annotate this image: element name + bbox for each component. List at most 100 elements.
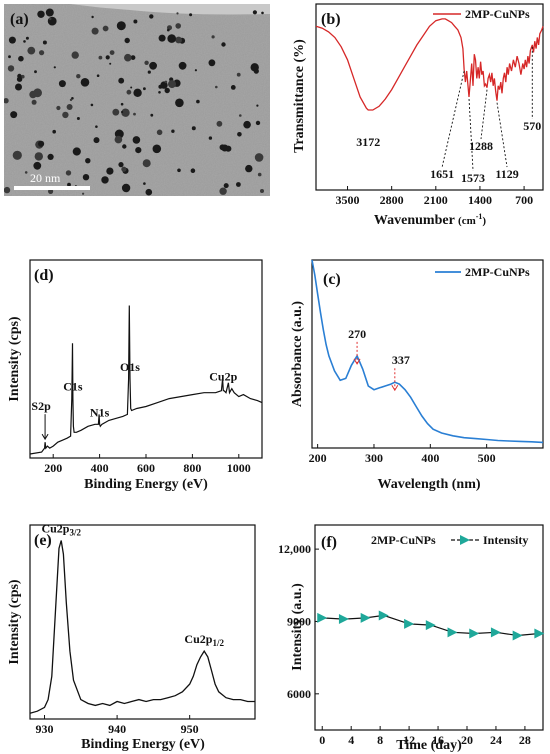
nanoparticle: [160, 81, 168, 89]
y-tick-label: 6000: [287, 687, 311, 701]
nanoparticle: [120, 102, 124, 106]
nanoparticle: [118, 162, 124, 168]
nanoparticle: [23, 40, 26, 43]
annotation-leader: [441, 70, 465, 168]
x-tick-label: 1400: [468, 193, 492, 207]
nanoparticle: [91, 15, 94, 19]
nanoparticle: [164, 87, 170, 94]
nanoparticle: [221, 144, 229, 152]
nanoparticle: [96, 74, 100, 77]
data-point-marker: [360, 612, 371, 623]
peak-annotations: 270 337: [348, 327, 410, 392]
nanoparticle: [215, 85, 218, 89]
nanoparticle: [237, 132, 242, 137]
nanoparticle: [144, 60, 149, 65]
x-tick-label: 950: [181, 722, 199, 736]
x-axis-unit: (cm: [458, 215, 476, 227]
ftir-series-line: [315, 18, 544, 111]
nanoparticle: [8, 55, 11, 59]
nanoparticle: [95, 125, 98, 128]
x-tick-label: 12: [403, 733, 415, 747]
x-ticks: 200 400 600 800 1000: [44, 454, 251, 475]
data-point-marker: [338, 614, 349, 625]
y-axis-label: Transmittance (%): [292, 39, 307, 153]
peak-label-main: Cu2p: [184, 632, 212, 646]
nanoparticle: [189, 13, 193, 17]
nanoparticle: [133, 19, 138, 24]
nanoparticle: [47, 153, 54, 160]
legend-label: 2MP-CuNPs: [465, 7, 530, 21]
x-axis-label: Wavelength (nm): [377, 477, 480, 492]
x-tick-label: 2100: [424, 193, 448, 207]
data-point-marker: [469, 628, 480, 639]
panel-b-ftir-chart: 3500 2800 2100 1400 700 3172 1651 1573 12881129…: [292, 3, 544, 228]
nanoparticle: [109, 50, 115, 55]
y-axis-label: Absorbance (a.u.): [290, 301, 305, 408]
nanoparticle: [142, 159, 151, 168]
nanoparticle: [62, 111, 69, 119]
nanoparticle: [147, 70, 151, 74]
nanoparticle: [223, 183, 229, 189]
nanoparticle: [167, 34, 176, 43]
nanoparticle: [243, 120, 251, 129]
nanoparticle: [116, 21, 126, 31]
x-axis-label-main: Wavenumber: [374, 213, 455, 228]
peak-label: 270: [348, 327, 366, 341]
x-axis-label: Binding Energy (eV): [84, 477, 208, 492]
axis-ticks: 0 4 8 12 16 20 24 28 6000 9000 12,000: [278, 542, 531, 747]
x-tick-label: 200: [44, 461, 62, 475]
nanoparticle: [76, 74, 81, 79]
panel-label-b: (b): [321, 11, 341, 28]
nanoparticle: [236, 182, 241, 187]
nanoparticle: [196, 99, 200, 104]
nanoparticle: [27, 46, 36, 55]
y-axis-label: Intensity (cps): [7, 579, 22, 665]
nanoparticle: [194, 69, 197, 72]
y-tick-label: 9000: [287, 614, 311, 628]
peak-label: 1129: [495, 167, 518, 181]
nanoparticle: [98, 55, 103, 60]
nanoparticle: [12, 150, 22, 160]
x-ticks: 930 940 950: [36, 715, 199, 736]
nanoparticle: [80, 78, 90, 87]
nanoparticle: [71, 51, 79, 59]
nanoparticle: [102, 25, 109, 32]
annotation-arrowhead: [41, 433, 49, 441]
x-tick-label: 0: [319, 733, 325, 747]
intensity-markers: [317, 610, 545, 641]
panel-label-d: (d): [34, 267, 54, 284]
nanoparticle: [121, 183, 131, 193]
x-tick-label: 300: [365, 451, 383, 465]
panel-label-e: (e): [34, 532, 52, 549]
data-point-marker: [447, 627, 458, 638]
nanoparticle: [39, 50, 45, 56]
nanoparticle: [42, 40, 47, 45]
peak-annotations: S2p C1s N1s O1s Cu2p: [31, 360, 238, 441]
x-tick-label: 400: [421, 451, 439, 465]
nanoparticle: [33, 161, 42, 170]
nanoparticle: [47, 16, 57, 26]
nanoparticle: [158, 91, 161, 94]
nanoparticle: [175, 23, 181, 29]
nanoparticle: [106, 167, 114, 175]
peak-label: 1288: [469, 139, 493, 153]
nanoparticle: [150, 113, 154, 117]
nanoparticle: [34, 70, 37, 74]
nanoparticle: [91, 27, 99, 35]
x-tick-label: 500: [478, 451, 496, 465]
peak-marker-arrowhead: [391, 384, 399, 392]
nanoparticle: [17, 73, 22, 79]
x-tick-label: 940: [108, 722, 126, 736]
nanoparticle: [178, 61, 187, 70]
nanoparticle: [25, 36, 29, 40]
nanoparticle: [21, 74, 25, 79]
x-tick-label: 24: [490, 733, 502, 747]
data-point-marker: [490, 627, 501, 638]
nanoparticle: [76, 117, 80, 120]
nanoparticle: [31, 99, 37, 105]
annotation-leader: [468, 98, 474, 172]
nanoparticle: [15, 83, 22, 91]
